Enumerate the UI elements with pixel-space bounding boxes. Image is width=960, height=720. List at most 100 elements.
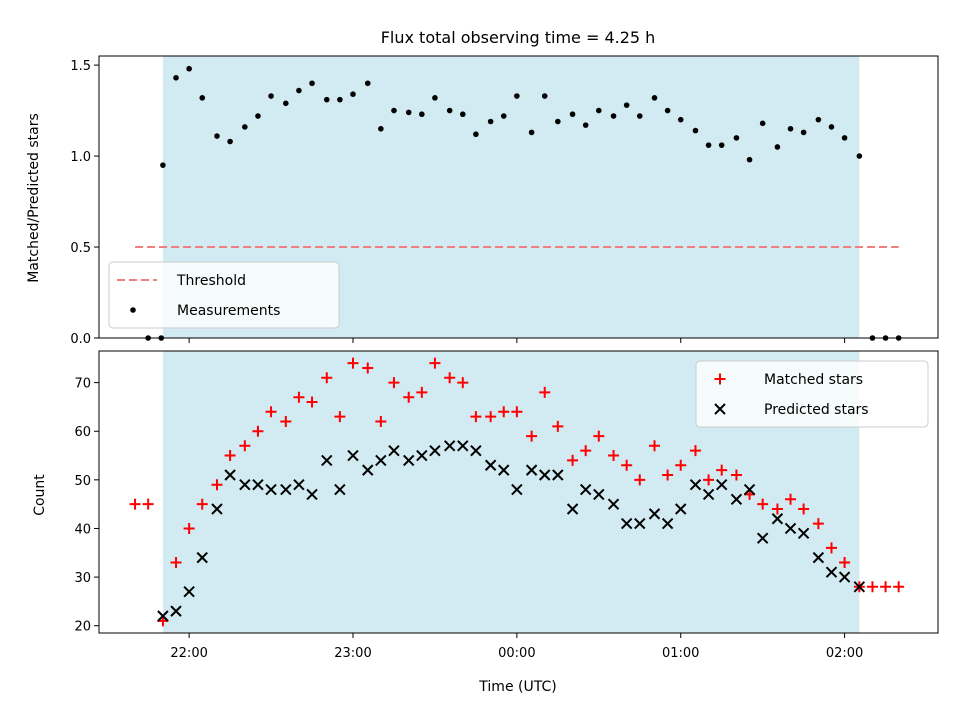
y-tick-label: 0.0: [70, 332, 91, 347]
matched-point: [129, 498, 141, 510]
x-axis-label: Time (UTC): [478, 679, 556, 695]
matched-point: [812, 518, 824, 530]
measurement-point: [405, 109, 412, 116]
plot-frame: [98, 350, 939, 634]
matched-point: [785, 493, 797, 505]
matched-point: [757, 498, 769, 510]
predicted-point: [375, 454, 387, 467]
measurement-point: [541, 93, 548, 99]
measurement-point: [705, 142, 712, 148]
matched-point: [280, 416, 292, 427]
y-tick-label: 1.0: [70, 150, 91, 165]
predicted-point: [306, 488, 318, 501]
matched-point: [470, 411, 482, 423]
measurement-point: [514, 93, 520, 99]
matched-point: [880, 581, 892, 593]
matched-point: [839, 557, 851, 568]
measurement-point: [296, 87, 302, 94]
measurement-point: [828, 124, 835, 130]
measurement-point: [582, 122, 589, 128]
y-tick-label: 60: [74, 425, 91, 440]
matched-point: [893, 581, 905, 593]
predicted-point: [293, 478, 305, 491]
ratio-panel: 0.0 0.5 1.0 1.5 Threshold Measurements: [70, 55, 939, 347]
measurement-point: [145, 335, 151, 341]
predicted-point: [429, 444, 441, 457]
measurement-point: [787, 125, 794, 132]
predicted-point: [853, 581, 866, 593]
legend-label: Matched stars: [764, 372, 863, 388]
matched-point: [649, 440, 661, 452]
matched-point: [621, 459, 633, 471]
measurement-point: [487, 118, 494, 125]
measurement-point: [746, 156, 753, 163]
measurement-point: [651, 95, 658, 101]
matched-point: [211, 479, 223, 491]
predicted-point: [715, 478, 728, 491]
matched-point: [388, 377, 400, 389]
measurement-point: [242, 124, 248, 130]
predicted-point: [661, 517, 674, 530]
predicted-point: [403, 454, 415, 467]
predicted-point: [743, 483, 756, 496]
y-tick-label: 0.5: [70, 241, 91, 256]
matched-point: [689, 445, 701, 457]
matched-point: [703, 474, 715, 486]
measurement-point: [283, 100, 289, 107]
matched-point: [539, 386, 551, 398]
measurement-point: [569, 111, 576, 118]
predicted-point: [457, 440, 469, 452]
measurement-point: [364, 80, 371, 87]
predicted-point: [756, 532, 769, 544]
measurement-point: [856, 153, 863, 159]
measurement-point: [882, 335, 889, 341]
measurement-point: [419, 111, 425, 118]
matched-point: [593, 430, 605, 442]
measurement-point: [323, 96, 330, 103]
matched-point: [866, 581, 878, 593]
legend: Matched stars Predicted stars: [695, 360, 929, 428]
predicted-point: [838, 571, 851, 583]
predicted-point: [347, 449, 359, 462]
y-tick-label: 40: [74, 522, 91, 537]
matched-point: [511, 406, 523, 418]
predicted-point: [183, 585, 195, 598]
measurement-point: [158, 335, 165, 341]
matched-point: [183, 522, 195, 534]
matched-point: [485, 411, 497, 423]
count-panel: 20 30 40 50 60 70 22:00 23:00 00:00 01:00 02:00 Mat…: [74, 350, 939, 661]
matched-point: [334, 411, 346, 423]
matched-point: [321, 372, 333, 384]
matched-point: [170, 557, 182, 568]
matched-point: [580, 445, 592, 457]
series-group: [135, 65, 902, 341]
predicted-point: [498, 464, 510, 476]
measurement-point: [718, 142, 725, 148]
matched-point: [798, 503, 810, 515]
predicted-point: [552, 469, 564, 481]
measurement-point: [500, 113, 507, 119]
predicted-point: [196, 551, 208, 564]
measurement-point: [432, 95, 438, 101]
predicted-point: [607, 498, 620, 510]
predicted-point: [224, 469, 236, 481]
measurement-point: [555, 118, 561, 125]
matched-point: [362, 362, 374, 374]
matched-point: [825, 542, 837, 554]
measurement-point: [268, 93, 274, 99]
predicted-point: [771, 513, 784, 525]
legend-box: [108, 261, 340, 329]
predicted-point: [634, 517, 646, 530]
bottom-y-axis-label: Count: [32, 474, 48, 516]
predicted-point: [539, 469, 551, 481]
predicted-point: [443, 440, 456, 452]
x-tick-label: 00:00: [498, 646, 535, 661]
matched-point: [293, 391, 305, 403]
predicted-point: [157, 610, 169, 622]
measurement-point: [636, 113, 643, 119]
predicted-point: [252, 478, 264, 491]
predicted-point: [211, 503, 223, 515]
measurement-point: [800, 129, 807, 136]
measurement-point: [459, 111, 466, 118]
